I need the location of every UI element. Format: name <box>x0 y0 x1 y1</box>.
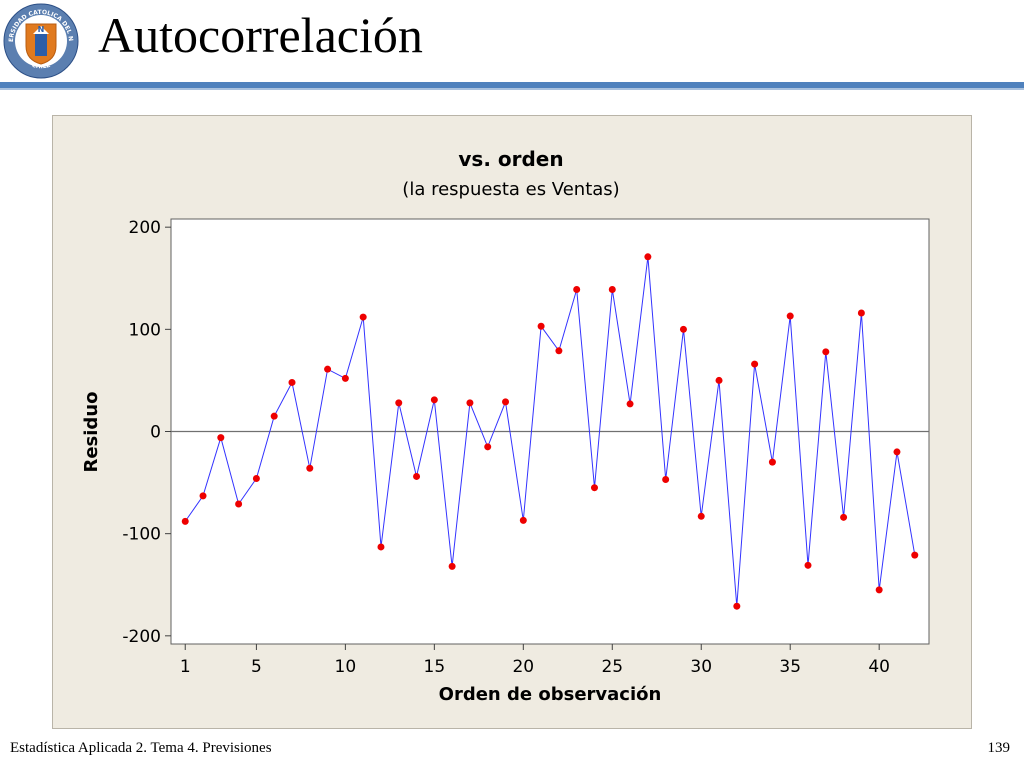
footer-course: Estadística Aplicada 2. Tema 4. Previsio… <box>10 740 272 756</box>
residual-point <box>199 492 207 500</box>
x-tick-label: 1 <box>180 657 191 677</box>
residual-point <box>235 500 243 508</box>
y-tick-label: -200 <box>122 627 161 647</box>
university-logo: UNIVERSIDAD CATOLICA DEL NORTE CHILE N <box>0 0 80 80</box>
residual-point <box>359 313 367 321</box>
residual-point <box>626 400 634 408</box>
residual-point <box>857 309 865 317</box>
residual-point <box>448 562 456 570</box>
residual-point <box>608 285 616 293</box>
residual-point <box>377 543 385 551</box>
residual-point <box>875 586 883 594</box>
residual-line <box>184 256 916 607</box>
chart-subtitle: (la respuesta es Ventas) <box>402 179 619 200</box>
residual-point <box>341 374 349 382</box>
residual-point <box>484 443 492 451</box>
residual-point <box>466 399 474 407</box>
residual-point <box>804 561 812 569</box>
y-tick-label: 0 <box>150 423 161 443</box>
y-tick-label: -100 <box>122 525 161 545</box>
x-axis-label: Orden de observación <box>439 684 662 705</box>
residual-point <box>502 398 510 406</box>
page-number: 139 <box>987 740 1011 756</box>
slide-title: Autocorrelación <box>98 7 423 63</box>
residual-point <box>768 458 776 466</box>
residual-point <box>715 376 723 384</box>
residual-point <box>252 474 260 482</box>
university-seal-icon: UNIVERSIDAD CATOLICA DEL NORTE CHILE N <box>0 0 79 79</box>
x-tick-label: 30 <box>690 657 712 677</box>
y-tick-label: 200 <box>129 218 161 238</box>
x-axis: 1 5 10 15 20 25 30 35 40 <box>180 644 890 677</box>
y-axis: -200 -100 0 100 200 <box>122 218 171 647</box>
residual-series <box>181 253 919 610</box>
residual-point <box>519 516 527 524</box>
residual-point <box>893 448 901 456</box>
x-tick-label: 10 <box>335 657 357 677</box>
logo-bottom-text: CHILE <box>31 62 51 71</box>
residual-point <box>644 253 652 261</box>
residual-point <box>697 512 705 520</box>
x-tick-label: 35 <box>779 657 801 677</box>
residual-point <box>217 434 225 442</box>
residual-point <box>555 347 563 355</box>
title-rule <box>0 82 1024 88</box>
residual-point <box>679 325 687 333</box>
residual-point <box>786 312 794 320</box>
residual-point <box>270 412 278 420</box>
residual-point <box>395 399 403 407</box>
chart-title: vs. orden <box>458 147 563 171</box>
residual-point <box>662 476 670 484</box>
x-tick-label: 15 <box>424 657 446 677</box>
residual-point <box>430 396 438 404</box>
residual-point <box>733 602 741 610</box>
x-tick-label: 40 <box>868 657 890 677</box>
y-tick-label: 100 <box>129 320 161 340</box>
residual-point <box>181 517 189 525</box>
residual-point <box>590 484 598 492</box>
residual-point <box>822 348 830 356</box>
x-tick-label: 5 <box>251 657 262 677</box>
title-rule-light <box>0 88 1024 90</box>
residual-point <box>911 551 919 559</box>
residuals-chart: vs. orden (la respuesta es Ventas) -200-… <box>81 147 930 705</box>
residual-point <box>306 464 314 472</box>
residual-point <box>573 285 581 293</box>
logo-letter: N <box>38 25 45 34</box>
x-tick-label: 25 <box>601 657 623 677</box>
residual-point <box>324 365 332 373</box>
residual-point <box>537 322 545 330</box>
residual-point <box>840 513 848 521</box>
x-tick-label: 20 <box>512 657 534 677</box>
y-axis-label: Residuo <box>81 391 102 472</box>
residual-point <box>413 472 421 480</box>
residual-point <box>751 360 759 368</box>
residual-point <box>288 378 296 386</box>
chart-panel: vs. orden (la respuesta es Ventas) -200-… <box>52 115 972 729</box>
